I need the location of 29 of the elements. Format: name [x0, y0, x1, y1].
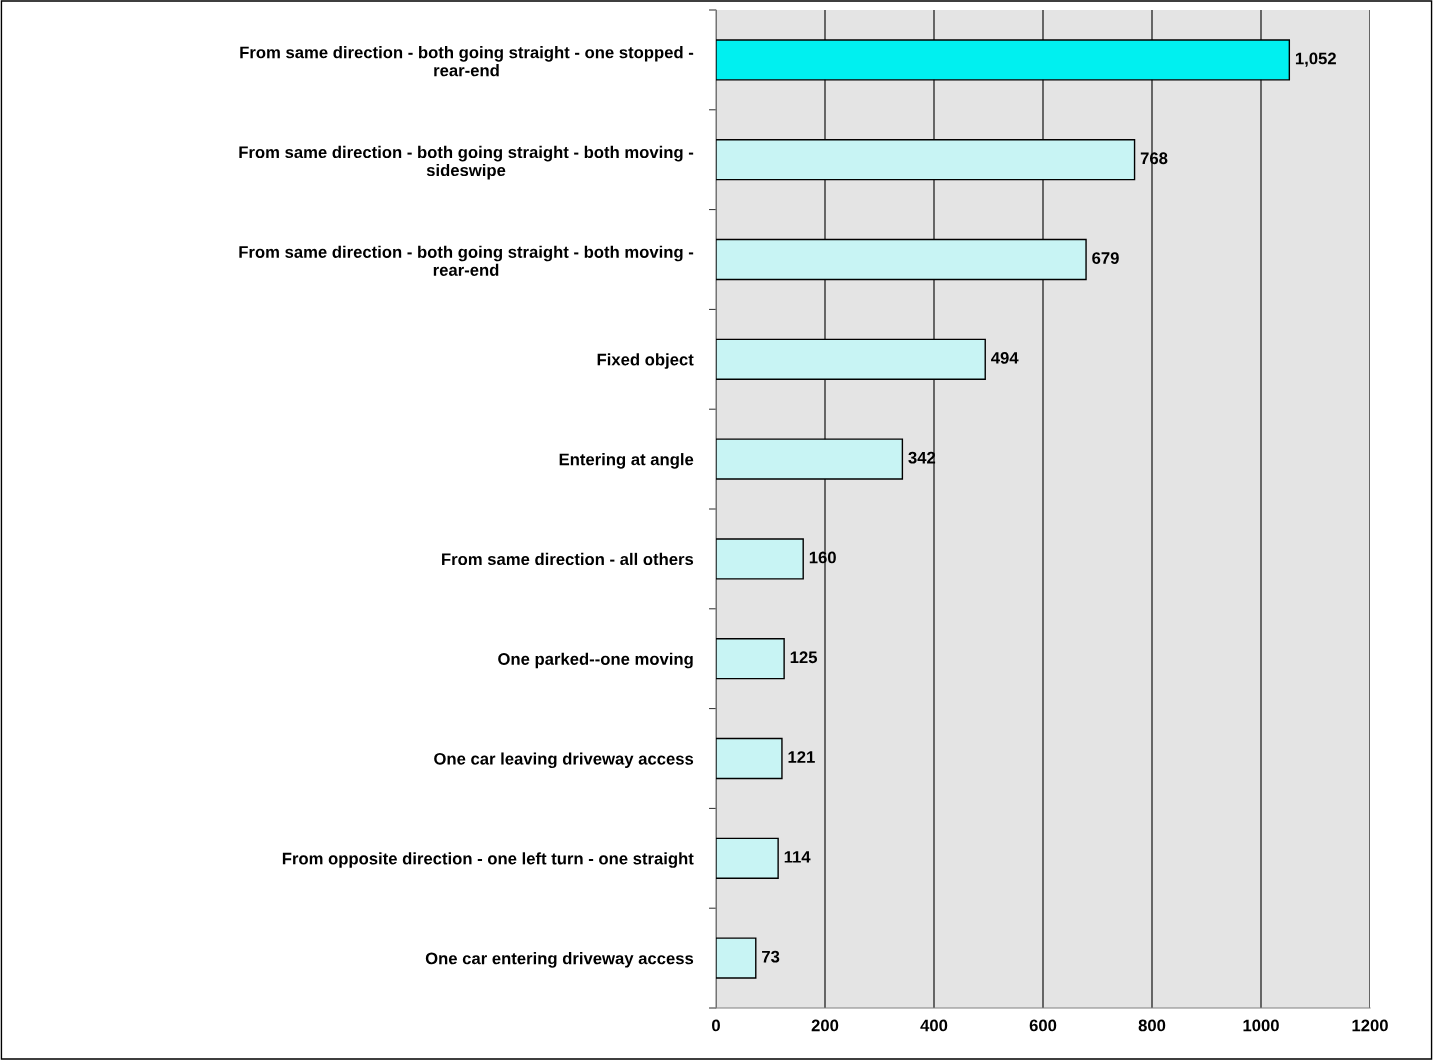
x-tick-label: 600	[1029, 1019, 1057, 1032]
x-tick-label: 400	[920, 1019, 948, 1032]
y-tick-label: From same direction - all others	[442, 552, 694, 566]
bar	[716, 638, 785, 680]
data-label: 121	[788, 751, 815, 763]
y-tick-label: Entering at angle	[559, 453, 694, 469]
y-tick-label: One car entering driveway access	[425, 952, 694, 968]
y-tick-label: From opposite direction - one left turn - one straight	[282, 852, 694, 868]
y-tick-label: From same direction - both going straight - one stopped - rear-end	[240, 46, 694, 77]
data-label: 114	[784, 851, 811, 863]
bar	[716, 937, 757, 979]
y-tick-label: Fixed object	[597, 353, 694, 369]
x-tick-label: 0	[712, 1019, 720, 1032]
data-label: 679	[1092, 252, 1119, 264]
x-tick-label: 200	[811, 1019, 839, 1032]
y-tick-label: One car leaving driveway access	[434, 752, 694, 769]
bar	[716, 538, 804, 580]
data-label: 125	[790, 651, 818, 664]
y-tick-label: From same direction - both going straight - both moving - sideswipe	[239, 145, 694, 180]
bar	[716, 737, 783, 780]
y-tick-label: From same direction - both going straight - both moving - rear-end	[239, 245, 694, 276]
x-tick-label: 1000	[1243, 1019, 1279, 1032]
x-tick-label: 1200	[1352, 1019, 1388, 1032]
data-label: 1,052	[1295, 52, 1336, 67]
bar	[716, 837, 779, 879]
data-label: 494	[991, 351, 1019, 364]
x-tick-label: 800	[1138, 1019, 1166, 1032]
y-tick-label: One parked--one moving	[498, 652, 693, 669]
data-label: 73	[762, 950, 780, 963]
